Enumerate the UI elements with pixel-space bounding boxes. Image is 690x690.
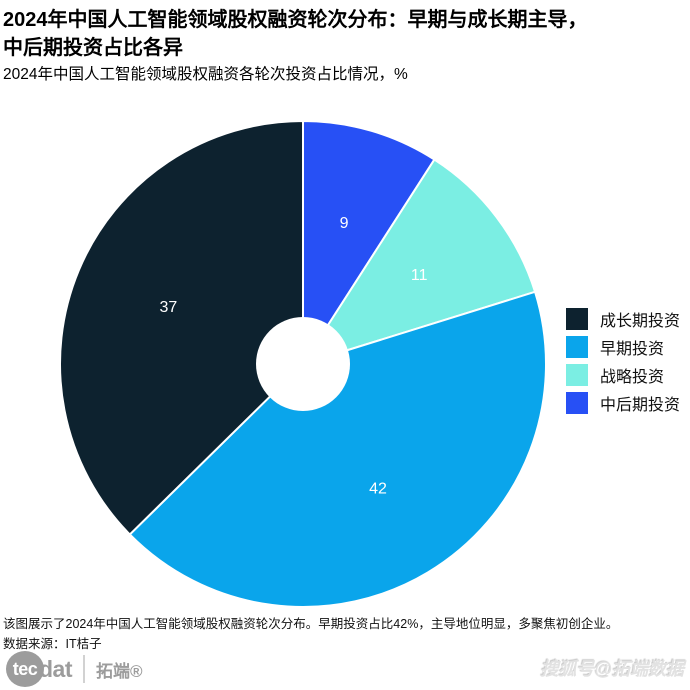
legend-label: 战略投资	[600, 369, 665, 386]
pie-slice-成长期投资	[59, 119, 304, 536]
legend-swatch	[566, 392, 588, 414]
donut-hole	[256, 317, 350, 411]
logo-divider	[83, 655, 85, 683]
chart-subtitle: 2024年中国人工智能领域股权融资各轮次投资占比情况，%	[3, 66, 408, 83]
logo-text: dat	[39, 655, 73, 682]
legend-item-早期投资: 早期投资	[566, 336, 680, 358]
pie-value-label-成长期投资: 37	[159, 299, 177, 316]
legend-swatch	[566, 364, 588, 386]
page-title-line1: 2024年中国人工智能领域股权融资轮次分布：早期与成长期主导，	[3, 9, 588, 31]
chart-legend: 成长期投资早期投资战略投资中后期投资	[566, 308, 680, 414]
pie-slice-战略投资	[300, 158, 537, 366]
footer-note: 该图展示了2024年中国人工智能领域股权融资轮次分布。早期投资占比42%，主导地…	[3, 617, 619, 631]
pie-value-label-战略投资: 11	[411, 267, 428, 284]
pie-slice-早期投资	[128, 290, 547, 608]
tecdat-logo: tec dat 拓端®	[6, 650, 143, 688]
logo-cn-text: 拓端®	[96, 661, 143, 681]
legend-item-战略投资: 战略投资	[566, 364, 680, 386]
pie-value-label-中后期投资: 9	[340, 215, 349, 232]
legend-item-中后期投资: 中后期投资	[566, 392, 680, 414]
legend-label: 成长期投资	[600, 313, 681, 330]
legend-label: 中后期投资	[600, 397, 681, 414]
logo-circle: tec	[6, 651, 44, 687]
pie-slice-中后期投资	[302, 119, 436, 368]
legend-label: 早期投资	[600, 341, 665, 358]
page-title: 2024年中国人工智能领域股权融资轮次分布：早期与成长期主导， 中后期投资占比各…	[3, 6, 687, 62]
legend-item-成长期投资: 成长期投资	[566, 308, 680, 330]
legend-swatch	[566, 336, 588, 358]
legend-swatch	[566, 308, 588, 330]
data-source: 数据来源：IT桔子	[3, 637, 102, 651]
page-title-line2: 中后期投资占比各异	[3, 37, 183, 59]
watermark: 搜狐号@拓端数据	[540, 659, 684, 679]
pie-value-label-早期投资: 42	[369, 480, 387, 497]
